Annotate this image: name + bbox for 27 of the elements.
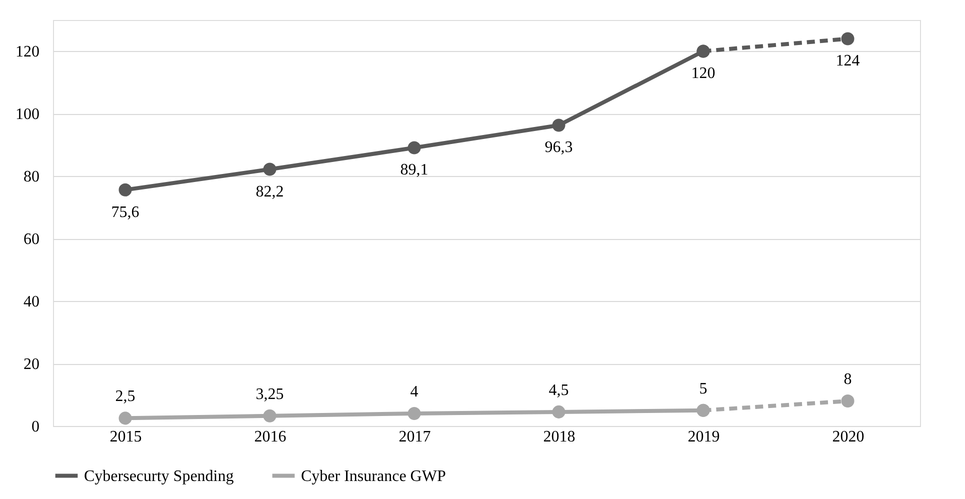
data-label: 120	[691, 65, 716, 82]
y-tick-label: 20	[24, 356, 40, 374]
data-label: 8	[844, 371, 852, 388]
data-label: 4	[410, 384, 418, 401]
x-tick-label: 2016	[254, 428, 286, 446]
data-label: 2,5	[115, 388, 136, 406]
data-label: 82,2	[256, 183, 284, 200]
x-tick-label: 2018	[543, 428, 576, 446]
x-tick-label: 2015	[110, 428, 142, 446]
legend-label: Cybersecurty Spending	[84, 468, 234, 485]
data-label: 5	[699, 380, 708, 398]
data-label: 4,5	[548, 382, 569, 399]
y-tick-label: 0	[32, 418, 40, 436]
data-label: 89,1	[400, 162, 428, 179]
data-label: 96,3	[544, 139, 573, 156]
y-tick-label: 100	[16, 106, 40, 124]
x-tick-label: 2017	[398, 428, 431, 446]
legend-label: Cyber Insurance GWP	[301, 468, 446, 485]
y-tick-label: 40	[24, 294, 40, 311]
y-tick-label: 120	[16, 44, 40, 61]
data-label: 124	[836, 52, 860, 70]
y-tick-label: 80	[24, 168, 40, 186]
y-tick-label: 60	[24, 231, 40, 248]
data-label: 3,25	[256, 386, 284, 403]
data-label: 75,6	[111, 204, 140, 221]
x-tick-label: 2020	[832, 428, 864, 446]
x-tick-label: 2019	[688, 428, 720, 446]
